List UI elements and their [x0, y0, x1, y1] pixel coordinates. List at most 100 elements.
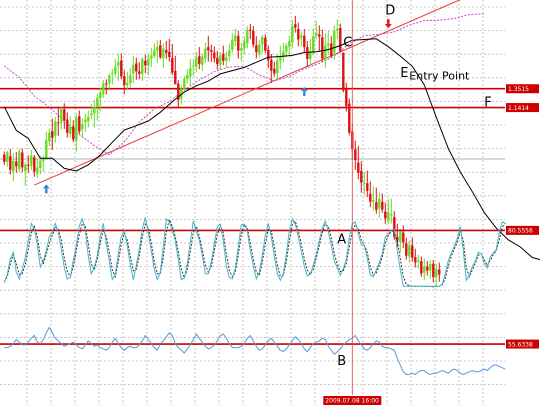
candle-body — [102, 83, 105, 95]
candle-body — [432, 263, 435, 278]
candle-body — [420, 261, 423, 274]
candle-body — [249, 29, 252, 31]
candle-body — [375, 202, 378, 210]
candle-body — [168, 51, 171, 57]
candle-body — [267, 49, 270, 60]
candle-body — [246, 30, 249, 44]
candle-body — [39, 160, 42, 169]
candle-body — [12, 160, 15, 172]
candle-body — [330, 43, 333, 56]
stochastic-main-line — [3, 217, 506, 288]
candle-body — [21, 152, 24, 168]
envelope-line — [3, 13, 485, 156]
candle-body — [300, 35, 303, 38]
candle-body — [318, 34, 321, 37]
candle-body — [285, 45, 288, 52]
candle-body — [6, 152, 9, 162]
candles — [3, 15, 441, 287]
candle-body — [18, 151, 21, 170]
candle-body — [426, 266, 429, 271]
grid-lines — [0, 0, 505, 405]
candle-body — [387, 212, 390, 221]
candle-body — [306, 47, 309, 60]
candle-body — [252, 30, 255, 45]
candle-body — [120, 60, 123, 77]
candle-body — [237, 35, 240, 51]
candle-body — [411, 245, 414, 258]
candle-body — [57, 122, 60, 124]
candle-body — [369, 193, 372, 202]
candle-body — [111, 72, 114, 74]
candle-body — [312, 36, 315, 53]
candle-body — [174, 70, 177, 85]
candle-body — [159, 45, 162, 58]
candle-body — [9, 156, 12, 170]
candle-body — [321, 37, 324, 59]
candle-body — [327, 43, 330, 46]
candle-body — [204, 48, 207, 59]
candle-body — [315, 32, 318, 36]
candle-body — [99, 92, 102, 98]
candle-body — [270, 59, 273, 71]
candle-body — [93, 106, 96, 114]
candle-body — [153, 50, 156, 57]
time-label-box — [323, 396, 382, 405]
candle-body — [144, 60, 147, 66]
candle-body — [129, 75, 132, 83]
candle-body — [177, 83, 180, 100]
candle-body — [333, 30, 336, 53]
candle-body — [345, 89, 348, 107]
candle-body — [231, 39, 234, 50]
candle-body — [63, 109, 66, 121]
price-level-lines — [0, 87, 505, 109]
candle-body — [126, 82, 129, 86]
candle-body — [123, 76, 126, 86]
candle-body — [105, 83, 108, 85]
up-arrow-icon — [42, 184, 50, 194]
indicator-level-label-box — [506, 339, 539, 349]
candle-body — [417, 260, 420, 262]
candle-body — [210, 49, 213, 52]
annotation-label: Entry Point — [409, 70, 470, 83]
candle-body — [108, 75, 111, 84]
time-label: 2009.07.08 16:00 — [325, 398, 379, 405]
indicator-line — [4, 326, 506, 376]
candle-body — [48, 132, 51, 141]
candle-body — [180, 88, 183, 99]
candle-body — [54, 121, 57, 136]
candle-body — [408, 245, 411, 257]
candle-body — [186, 74, 189, 79]
annotation-label: D — [385, 3, 395, 18]
price-level-label-box — [506, 103, 539, 113]
price-level-label-box — [506, 84, 539, 94]
candle-body — [33, 157, 36, 172]
annotation-label: B — [337, 354, 346, 369]
candle-body — [75, 117, 78, 141]
candle-body — [381, 201, 384, 210]
candle-body — [264, 37, 267, 51]
candle-body — [390, 214, 393, 216]
candle-body — [192, 65, 195, 67]
candle-body — [354, 149, 357, 161]
candle-body — [216, 57, 219, 65]
candle-body — [219, 55, 222, 65]
candle-body — [336, 28, 339, 31]
candle-body — [138, 71, 141, 74]
candle-body — [183, 78, 186, 90]
candle-body — [414, 257, 417, 263]
annotation-label: F — [484, 95, 491, 110]
candle-body — [309, 52, 312, 60]
candle-body — [81, 124, 84, 130]
candle-body — [357, 162, 360, 173]
candle-body — [24, 164, 27, 171]
candle-body — [363, 182, 366, 184]
candle-body — [348, 103, 351, 133]
candle-body — [435, 269, 438, 278]
annotation-label: C — [343, 36, 352, 51]
candle-body — [30, 155, 33, 166]
price-level-label: 1.1414 — [508, 105, 529, 112]
annotations: A B C D E Entry Point F — [337, 3, 491, 369]
candle-body — [27, 164, 30, 166]
candle-body — [234, 35, 237, 42]
